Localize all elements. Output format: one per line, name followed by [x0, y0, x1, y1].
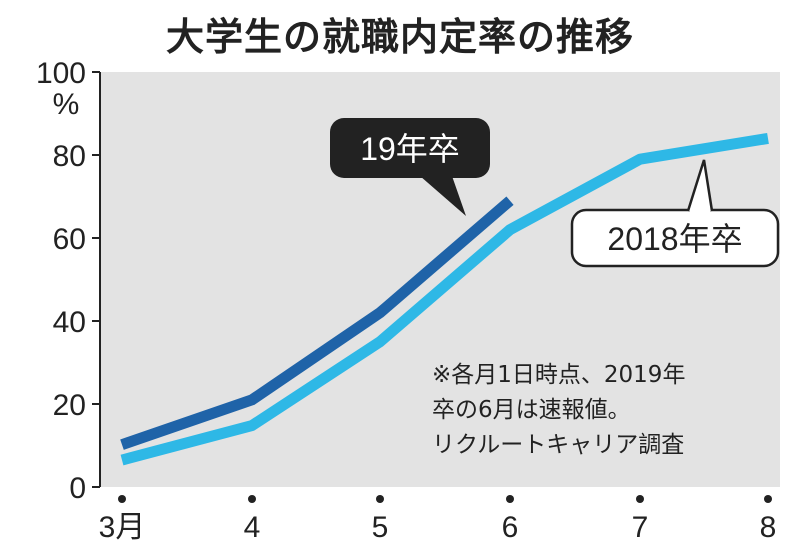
series-line — [120, 132, 769, 466]
y-tick-label: 80 — [53, 140, 86, 173]
x-axis: 3月 4 5 6 7 8 — [99, 495, 777, 544]
y-tick-label: 40 — [53, 306, 86, 339]
x-tick-dot — [248, 495, 256, 503]
series-lines — [120, 132, 769, 466]
x-tick-dot — [506, 495, 514, 503]
grid-bands — [100, 72, 780, 487]
series-callouts: 19年卒 2018年卒 — [330, 118, 780, 268]
callout-box — [330, 118, 490, 178]
x-tick-label: 6 — [502, 511, 519, 544]
x-tick-label: 7 — [632, 511, 649, 544]
y-tick-label: 0 — [69, 472, 86, 505]
x-tick-dot — [376, 495, 384, 503]
x-tick-label: 4 — [244, 511, 261, 544]
y-tick-label: 100 — [36, 57, 86, 90]
x-tick-dot — [118, 495, 126, 503]
x-tick-label: 5 — [372, 511, 389, 544]
callout-pointer — [420, 176, 466, 216]
note-line: リクルートキャリア調査 — [432, 432, 685, 458]
source-note: ※各月1日時点、2019年 卒の6月は速報値。 リクルートキャリア調査 — [432, 358, 792, 463]
series-label-19: 19年卒 — [330, 118, 490, 216]
x-tick-dot — [636, 495, 644, 503]
note-line: ※各月1日時点、2019年 — [432, 362, 686, 388]
x-tick-label: 8 — [760, 511, 777, 544]
callout-pointer — [686, 159, 714, 212]
note-line: 卒の6月は速報値。 — [432, 397, 631, 423]
series-label-2018: 2018年卒 — [570, 159, 780, 268]
y-tick-label: 20 — [53, 389, 86, 422]
x-tick-dot — [764, 495, 772, 503]
series-label: 2018年卒 — [607, 221, 742, 257]
callout-box — [570, 208, 780, 268]
y-axis: 0 20 40 60 80 100% — [36, 57, 101, 505]
grid-band — [100, 321, 780, 404]
x-tick-label: 3月 — [99, 511, 146, 544]
series-line — [120, 196, 514, 450]
chart-title: 大学生の就職内定率の推移 — [165, 15, 634, 59]
y-unit-label: % — [53, 88, 80, 121]
y-tick-label: 60 — [53, 223, 86, 256]
series-label: 19年卒 — [360, 131, 460, 167]
